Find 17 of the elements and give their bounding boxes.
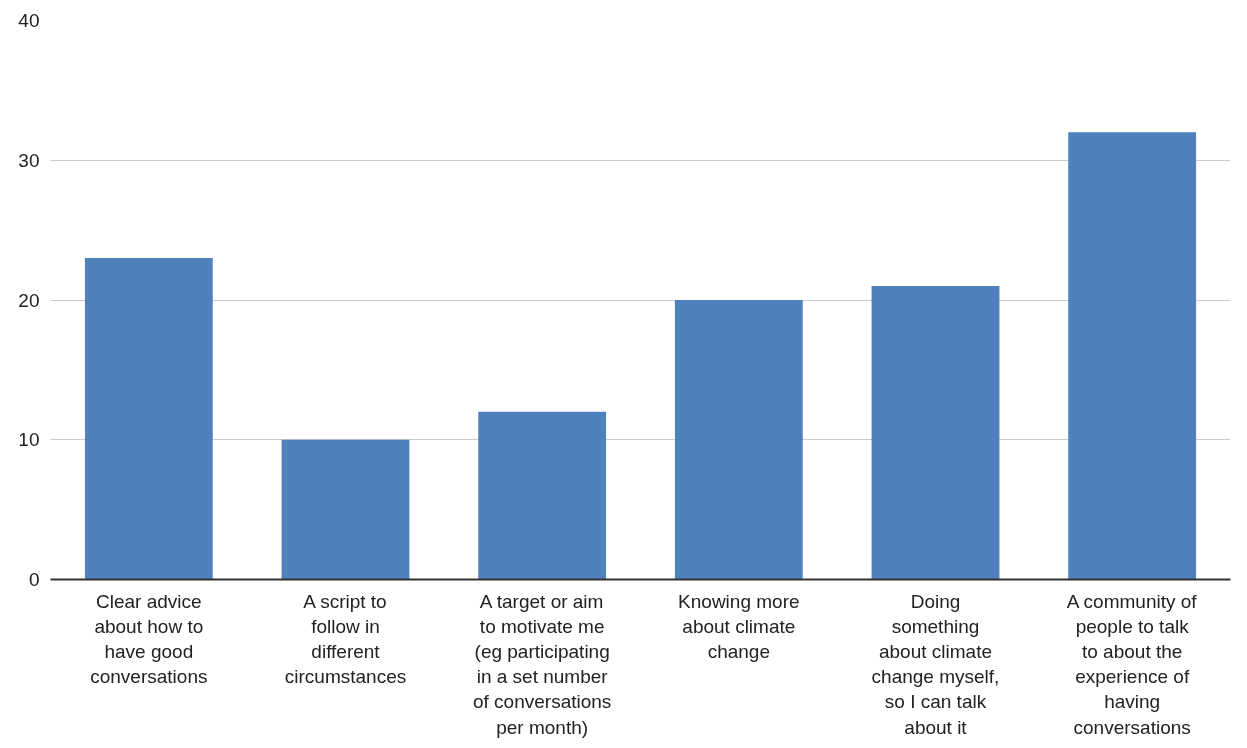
bar xyxy=(84,258,213,580)
x-tick-label: A target or aim to motivate me (eg participating in a set number of conversations per month) xyxy=(472,590,612,738)
bar xyxy=(674,300,803,580)
x-tick-label: Clear advice about how to have good conversations xyxy=(90,590,208,688)
y-tick-label: 0 xyxy=(28,569,40,590)
y-tick-label: 40 xyxy=(18,10,40,31)
bar xyxy=(281,439,410,580)
bar xyxy=(1068,132,1197,580)
y-tick-label: 10 xyxy=(18,429,40,451)
x-tick-label: Doing something about climate change myself, so I can talk about it xyxy=(871,590,1000,738)
y-tick-label: 20 xyxy=(18,289,40,311)
x-tick-label: A script to follow in different circumstances xyxy=(284,590,407,688)
bar xyxy=(871,286,1000,580)
x-tick-label: A community of people to talk to about the experience of having conversations xyxy=(1066,590,1198,738)
y-tick-label: 30 xyxy=(18,149,40,171)
x-tick-label: Knowing more about climate change xyxy=(678,590,800,662)
bar xyxy=(478,411,607,580)
